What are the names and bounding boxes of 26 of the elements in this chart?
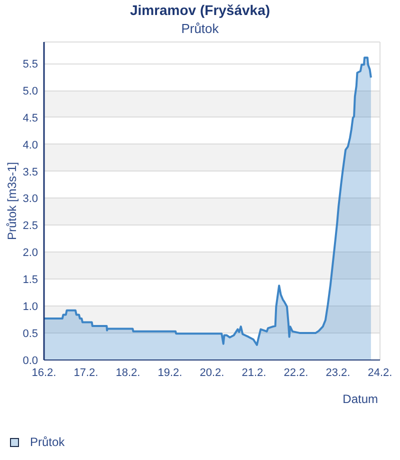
y-tick-label: 5.0 [22,85,38,98]
x-tick-label: 23.2. [326,366,350,379]
y-tick-label: 3.5 [22,166,38,178]
x-tick-label: 21.2. [242,366,266,379]
y-tick-label: 0.0 [22,354,38,367]
x-tick-label: 19.2. [158,366,182,379]
y-tick-label: 5.5 [22,58,38,70]
x-tick-label: 17.2. [74,366,98,379]
y-tick-label: 3.0 [22,193,38,206]
chart-subtitle: Průtok [181,21,219,36]
x-tick-label: 16.2. [32,366,56,379]
y-tick-label: 1.5 [22,274,38,286]
x-tick-label: 18.2. [116,366,140,379]
y-tick-label: 4.5 [22,112,38,124]
y-tick-label: 1.0 [22,301,38,314]
x-tick-label: 24.2. [368,366,392,379]
legend-label: Průtok [30,435,65,449]
y-axis-title: Průtok [m3s-1] [5,162,19,240]
x-tick-label: 22.2. [284,366,308,379]
y-tick-label: 2.5 [22,220,38,232]
y-tick-label: 4.0 [22,139,38,152]
x-tick-label: 20.2. [200,366,224,379]
chart-title: Jimramov (Fryšávka) [130,2,270,18]
y-tick-label: 2.0 [22,247,38,260]
y-tick-label: 0.5 [22,328,38,340]
x-axis-title: Datum [342,392,378,406]
